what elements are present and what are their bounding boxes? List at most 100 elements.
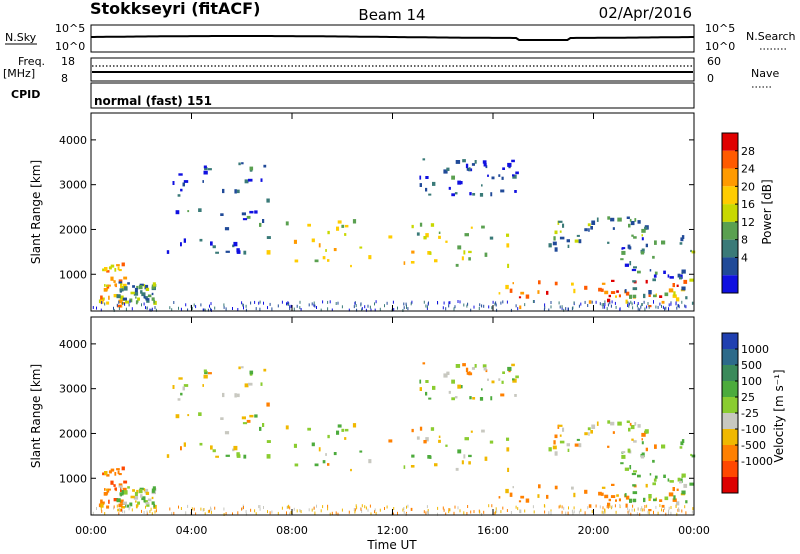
velocity-echo-cell xyxy=(620,462,624,465)
velocity-echo-cell xyxy=(193,507,195,511)
power-echo-cell xyxy=(652,278,656,282)
velocity-echo-cell xyxy=(502,506,504,510)
power-echo-cell xyxy=(468,250,472,254)
power-colorbar-tick-label: 4 xyxy=(741,251,748,264)
velocity-echo-cell xyxy=(154,510,156,514)
power-echo-cell xyxy=(429,251,432,255)
power-echo-cell xyxy=(104,302,106,306)
power-echo-cell xyxy=(667,274,670,278)
power-echo-cell xyxy=(116,264,120,267)
power-echo-cell xyxy=(559,305,561,309)
power-echo-cell xyxy=(685,296,688,300)
velocity-echo-cell xyxy=(632,498,637,502)
velocity-echo-cell xyxy=(559,440,565,444)
velocity-echo-cell xyxy=(618,498,621,502)
velocity-echo-cell xyxy=(676,488,679,491)
power-echo-cell xyxy=(463,303,465,307)
power-echo-cell xyxy=(566,239,570,243)
velocity-echo-cell xyxy=(640,455,645,459)
velocity-echo-cell xyxy=(442,506,444,510)
velocity-echo-cell xyxy=(533,510,535,514)
velocity-echo-cell xyxy=(370,512,372,516)
power-echo-cell xyxy=(425,176,429,179)
power-echo-cell xyxy=(483,163,487,167)
power-echo-cell xyxy=(361,307,363,311)
power-echo-cell xyxy=(654,271,658,275)
velocity-echo-cell xyxy=(600,492,604,496)
power-echo-cell xyxy=(329,300,331,304)
velocity-echo-cell xyxy=(327,504,329,508)
power-echo-cell xyxy=(296,304,298,308)
power-echo-cell xyxy=(599,302,601,306)
velocity-echo-cell xyxy=(195,512,197,516)
velocity-echo-cell xyxy=(143,499,146,503)
power-echo-cell xyxy=(144,284,149,290)
power-echo-cell xyxy=(692,301,694,305)
velocity-echo-cell xyxy=(489,440,494,444)
power-echo-cell xyxy=(604,300,606,304)
velocity-echo-cell xyxy=(245,510,247,514)
velocity-echo-cell xyxy=(410,465,415,468)
power-echo-cell xyxy=(654,240,657,245)
velocity-echo-cell xyxy=(558,505,560,509)
velocity-echo-cell xyxy=(266,440,271,443)
velocity-echo-cell xyxy=(652,482,656,486)
power-echo-cell xyxy=(490,192,493,197)
velocity-echo-cell xyxy=(313,506,315,510)
power-echo-cell xyxy=(180,242,182,247)
power-echo-cell xyxy=(259,300,261,304)
velocity-echo-cell xyxy=(325,453,327,456)
power-echo-cell xyxy=(300,308,302,311)
velocity-echo-cell xyxy=(664,507,666,510)
power-echo-cell xyxy=(411,300,413,304)
velocity-echo-cell xyxy=(625,503,628,508)
power-echo-cell xyxy=(254,210,258,214)
velocity-echo-cell xyxy=(388,439,393,443)
power-echo-cell xyxy=(151,307,153,311)
power-echo-cell xyxy=(627,301,629,305)
velocity-echo-cell xyxy=(141,496,146,501)
power-echo-cell xyxy=(515,171,519,175)
power-echo-cell xyxy=(607,216,611,220)
velocity-echo-cell xyxy=(479,510,481,514)
power-echo-cell xyxy=(134,287,138,292)
power-echo-cell xyxy=(525,294,530,299)
velocity-echo-cell xyxy=(496,509,498,513)
velocity-echo-cell xyxy=(368,459,372,464)
power-echo-cell xyxy=(120,283,123,286)
velocity-echo-cell xyxy=(367,508,369,512)
power-echo-cell xyxy=(260,178,263,182)
power-echo-cell xyxy=(320,308,322,312)
velocity-echo-cell xyxy=(670,506,672,509)
y-tick-label: 2000 xyxy=(59,223,87,236)
power-echo-cell xyxy=(118,300,120,304)
velocity-echo-cell xyxy=(512,378,515,381)
velocity-echo-cell xyxy=(453,511,455,515)
velocity-echo-cell xyxy=(198,412,202,416)
power-echo-cell xyxy=(438,231,441,234)
power-echo-cell xyxy=(478,307,480,310)
power-echo-cell xyxy=(502,167,505,170)
velocity-echo-cell xyxy=(393,507,395,510)
power-echo-cell xyxy=(468,257,471,261)
velocity-echo-cell xyxy=(144,488,149,494)
power-echo-cell xyxy=(318,243,321,248)
power-echo-cell xyxy=(628,302,630,306)
power-echo-cell xyxy=(489,236,494,240)
power-echo-cell xyxy=(507,263,510,268)
velocity-echo-cell xyxy=(169,507,171,511)
velocity-echo-cell xyxy=(484,456,488,461)
power-echo-cell xyxy=(232,244,235,248)
velocity-echo-cell xyxy=(554,451,558,456)
power-echo-cell xyxy=(572,306,574,310)
power-echo-cell xyxy=(515,304,517,308)
cpid-value: normal (fast) 151 xyxy=(94,94,212,108)
velocity-echo-cell xyxy=(495,507,497,511)
power-echo-cell xyxy=(644,226,648,230)
velocity-echo-cell xyxy=(259,507,261,511)
power-echo-cell xyxy=(147,294,152,298)
power-echo-cell xyxy=(236,189,240,194)
power-echo-cell xyxy=(648,294,651,297)
velocity-echo-cell xyxy=(462,363,466,367)
